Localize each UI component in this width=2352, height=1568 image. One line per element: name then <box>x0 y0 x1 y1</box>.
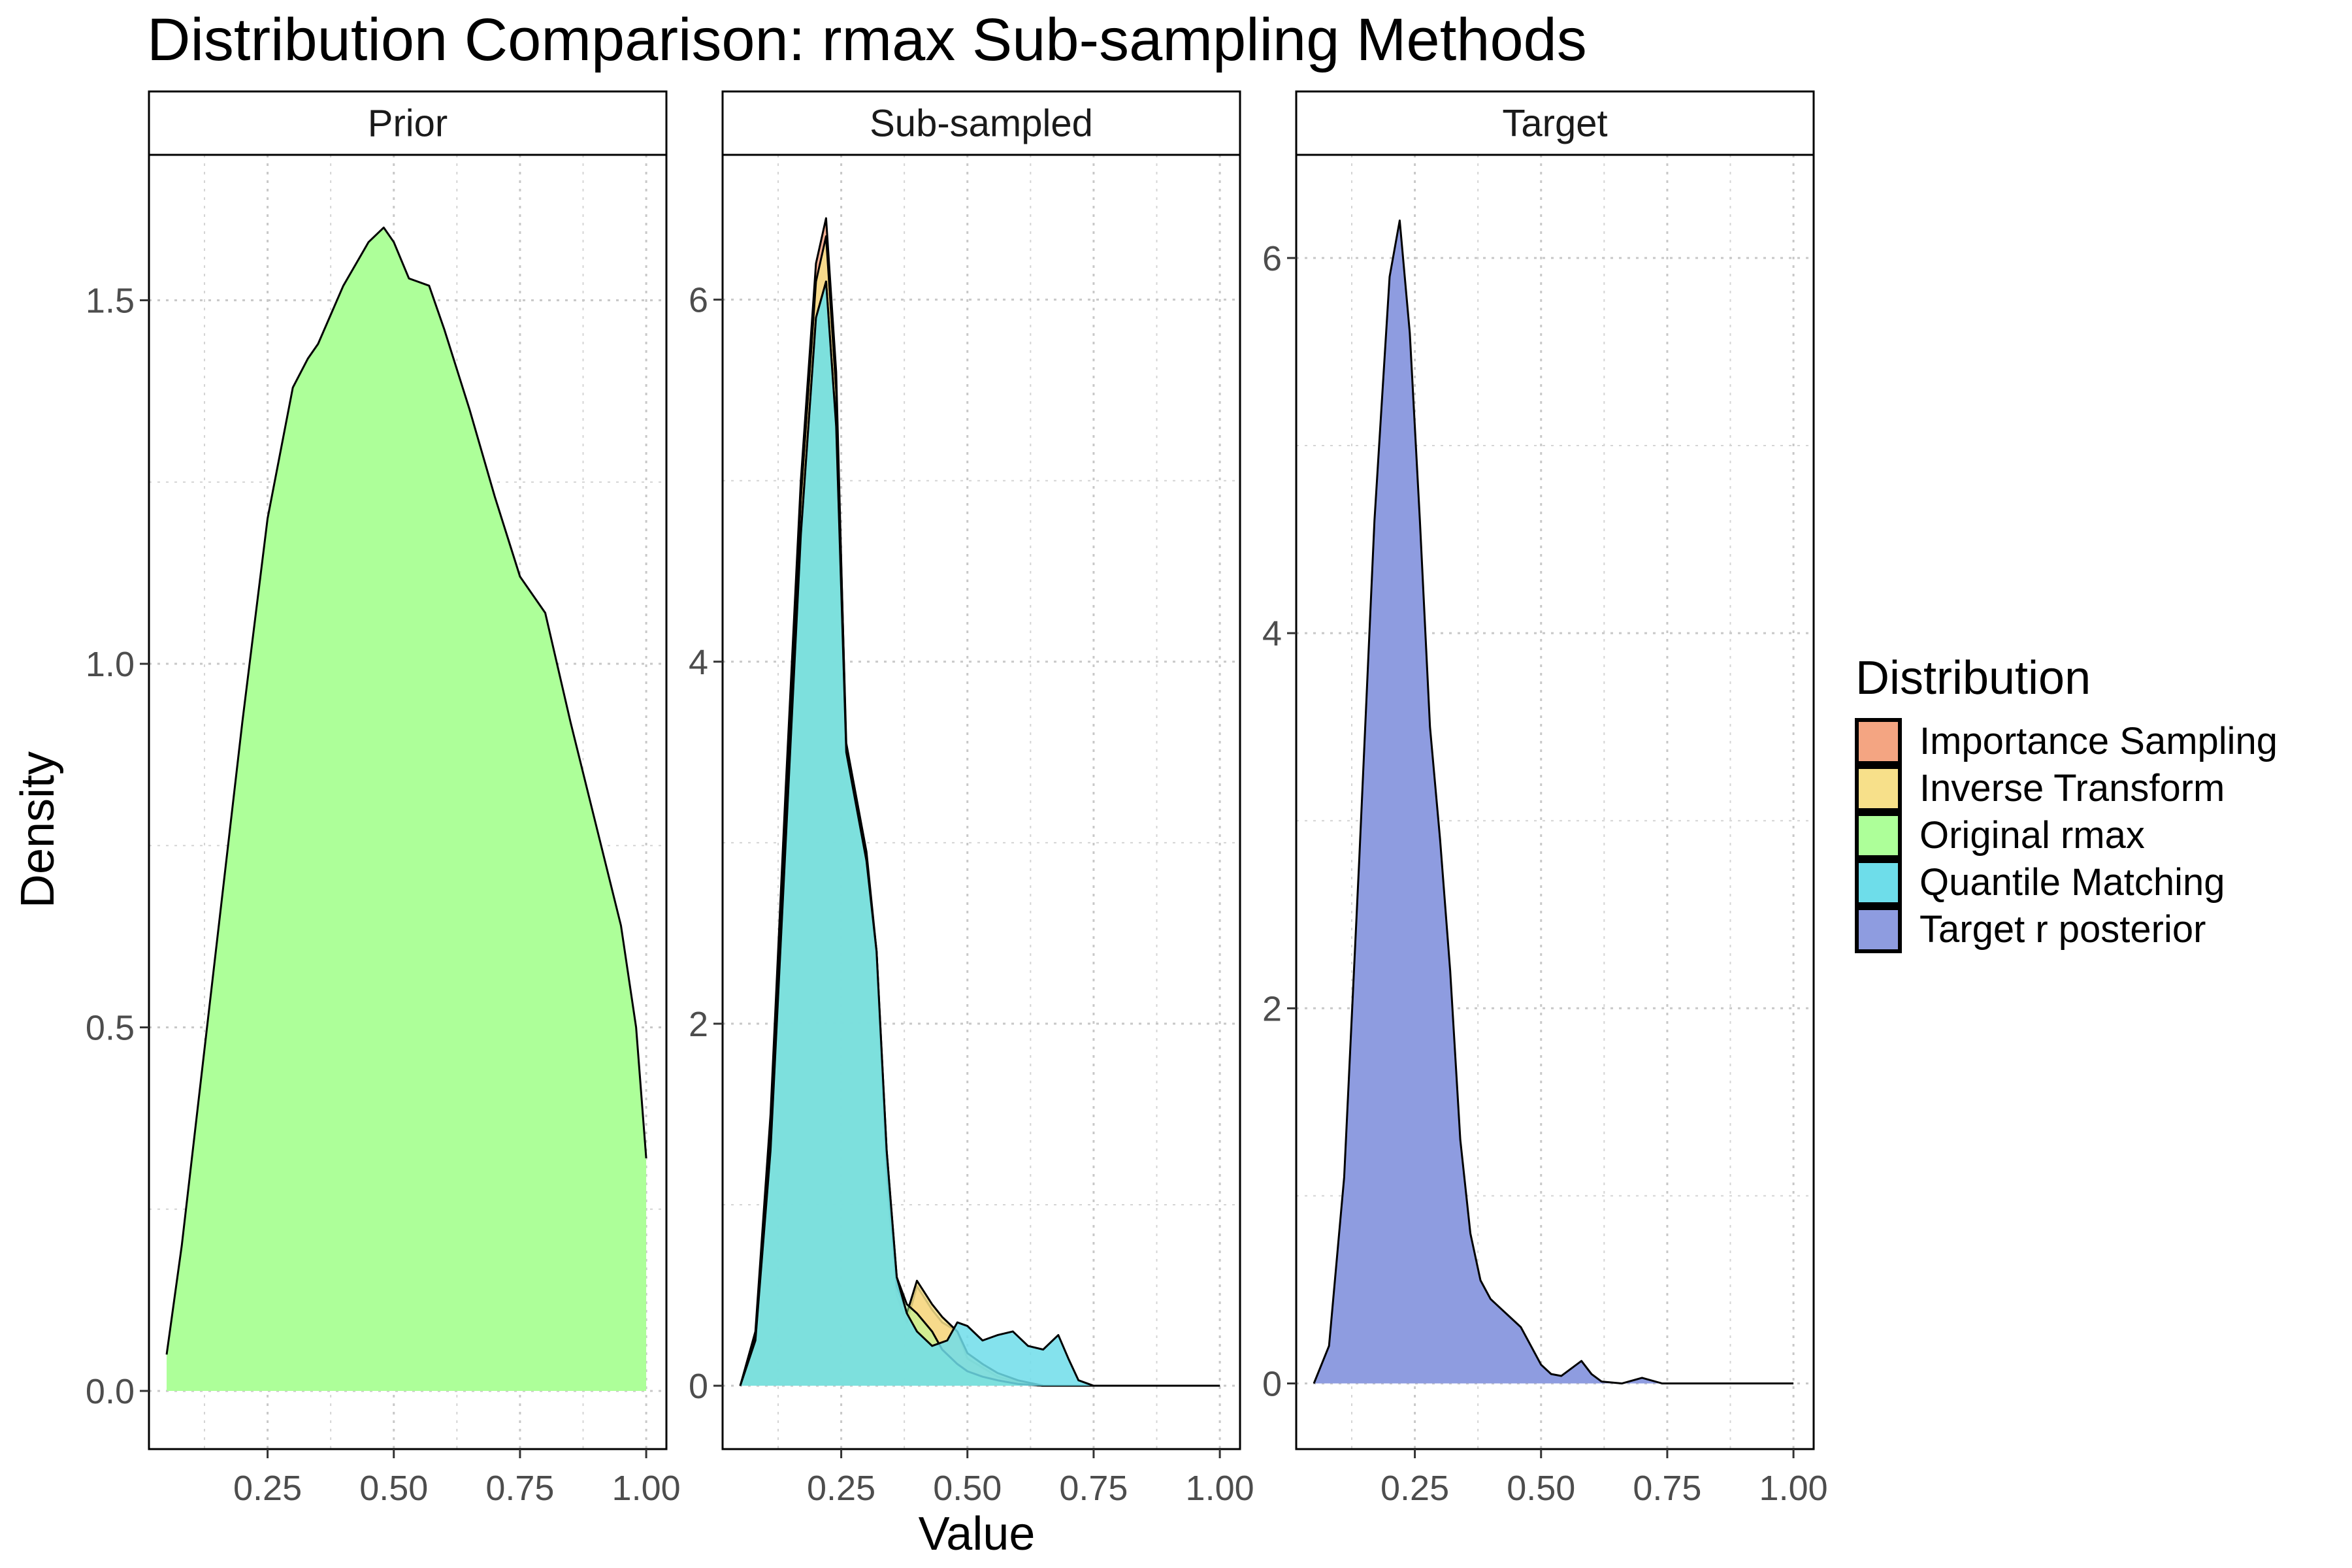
x-tick-label: 1.00 <box>1186 1469 1254 1508</box>
x-axis: 0.25 0.50 0.75 1.00 <box>807 1449 1254 1508</box>
y-tick-label: 0.5 <box>86 1009 135 1048</box>
legend-swatch <box>1855 812 1902 859</box>
facet-panels: Prior 0.25 0.50 0.75 1.00 0.0 0.5 1.0 1.5 Sub-sam… <box>86 90 1828 1508</box>
strip-label: Prior <box>368 103 448 145</box>
x-tick-label: 0.25 <box>233 1469 302 1508</box>
x-axis: 0.25 0.50 0.75 1.00 <box>1380 1449 1828 1508</box>
y-tick-label: 1.0 <box>86 645 135 684</box>
x-tick-label: 0.25 <box>1380 1469 1449 1508</box>
legend-label: Original rmax <box>1919 814 2145 857</box>
y-axis: 0 2 4 6 <box>1262 239 1296 1404</box>
density-areas <box>739 217 1220 1387</box>
y-tick-label: 0.0 <box>86 1372 135 1411</box>
y-axis-title: Density <box>12 751 64 908</box>
density-area-quantile-matching <box>740 281 1220 1386</box>
density-area-target-r-posterior <box>1314 220 1794 1384</box>
density-outline-original-rmax <box>165 226 647 1355</box>
y-tick-label: 6 <box>689 281 708 320</box>
legend-item-target-r-posterior: Target r posterior <box>1855 906 2206 953</box>
strip-box <box>1295 90 1815 156</box>
facet-target: Target 0.25 0.50 0.75 1.00 0 2 4 6 <box>1262 90 1828 1508</box>
x-tick-label: 0.50 <box>933 1469 1002 1508</box>
legend-label: Inverse Transform <box>1919 767 2225 809</box>
legend-label: Quantile Matching <box>1919 861 2225 904</box>
y-tick-label: 6 <box>1262 239 1282 278</box>
x-tick-label: 0.50 <box>1507 1469 1575 1508</box>
y-tick-label: 2 <box>1262 989 1282 1028</box>
x-tick-label: 1.00 <box>1759 1469 1828 1508</box>
density-areas <box>165 226 647 1391</box>
facet-prior: Prior 0.25 0.50 0.75 1.00 0.0 0.5 1.0 1.5 <box>86 90 681 1508</box>
x-tick-label: 0.50 <box>359 1469 428 1508</box>
y-axis: 0 2 4 6 <box>689 281 723 1406</box>
legend-label: Target r posterior <box>1919 908 2206 951</box>
y-tick-label: 2 <box>689 1005 708 1044</box>
y-tick-label: 4 <box>1262 614 1282 653</box>
legend-swatch <box>1855 765 1902 812</box>
strip-label: Target <box>1502 103 1607 145</box>
x-tick-label: 0.25 <box>807 1469 875 1508</box>
y-tick-label: 0 <box>1262 1365 1282 1404</box>
strip-box <box>721 90 1241 156</box>
y-tick-label: 1.5 <box>86 282 135 321</box>
y-axis: 0.0 0.5 1.0 1.5 <box>86 282 149 1411</box>
density-outline-target-r-posterior <box>1313 219 1794 1385</box>
strip-label: Sub-sampled <box>870 103 1093 145</box>
x-axis-title: Value <box>919 1508 1036 1560</box>
density-areas <box>1313 219 1794 1385</box>
x-tick-label: 0.75 <box>485 1469 554 1508</box>
x-tick-label: 0.75 <box>1059 1469 1128 1508</box>
density-area-original-rmax <box>167 227 647 1391</box>
legend-item-importance-sampling: Importance Sampling <box>1855 718 2278 765</box>
legend-label: Importance Sampling <box>1919 720 2278 762</box>
legend-swatch <box>1855 718 1902 765</box>
legend-swatch <box>1855 859 1902 906</box>
y-tick-label: 0 <box>689 1367 708 1406</box>
legend-item-quantile-matching: Quantile Matching <box>1855 859 2225 906</box>
legend-item-inverse-transform: Inverse Transform <box>1855 765 2225 812</box>
legend: Distribution Importance Sampling Inverse … <box>1855 652 2278 953</box>
y-tick-label: 4 <box>689 643 708 682</box>
x-axis: 0.25 0.50 0.75 1.00 <box>233 1449 681 1508</box>
legend-item-original-rmax: Original rmax <box>1855 812 2145 859</box>
legend-entries: Importance Sampling Inverse Transform Orig… <box>1855 718 2278 953</box>
legend-title: Distribution <box>1855 652 2091 704</box>
x-tick-label: 0.75 <box>1633 1469 1701 1508</box>
x-tick-label: 1.00 <box>612 1469 681 1508</box>
facet-sub-sampled: Sub-sampled 0.25 0.50 0.75 1.00 0 2 4 6 <box>689 90 1254 1508</box>
density-outline-quantile-matching <box>739 280 1220 1387</box>
chart-title: Distribution Comparison: rmax Sub-sampli… <box>147 7 1587 73</box>
legend-swatch <box>1855 906 1902 953</box>
strip-box <box>148 90 668 156</box>
